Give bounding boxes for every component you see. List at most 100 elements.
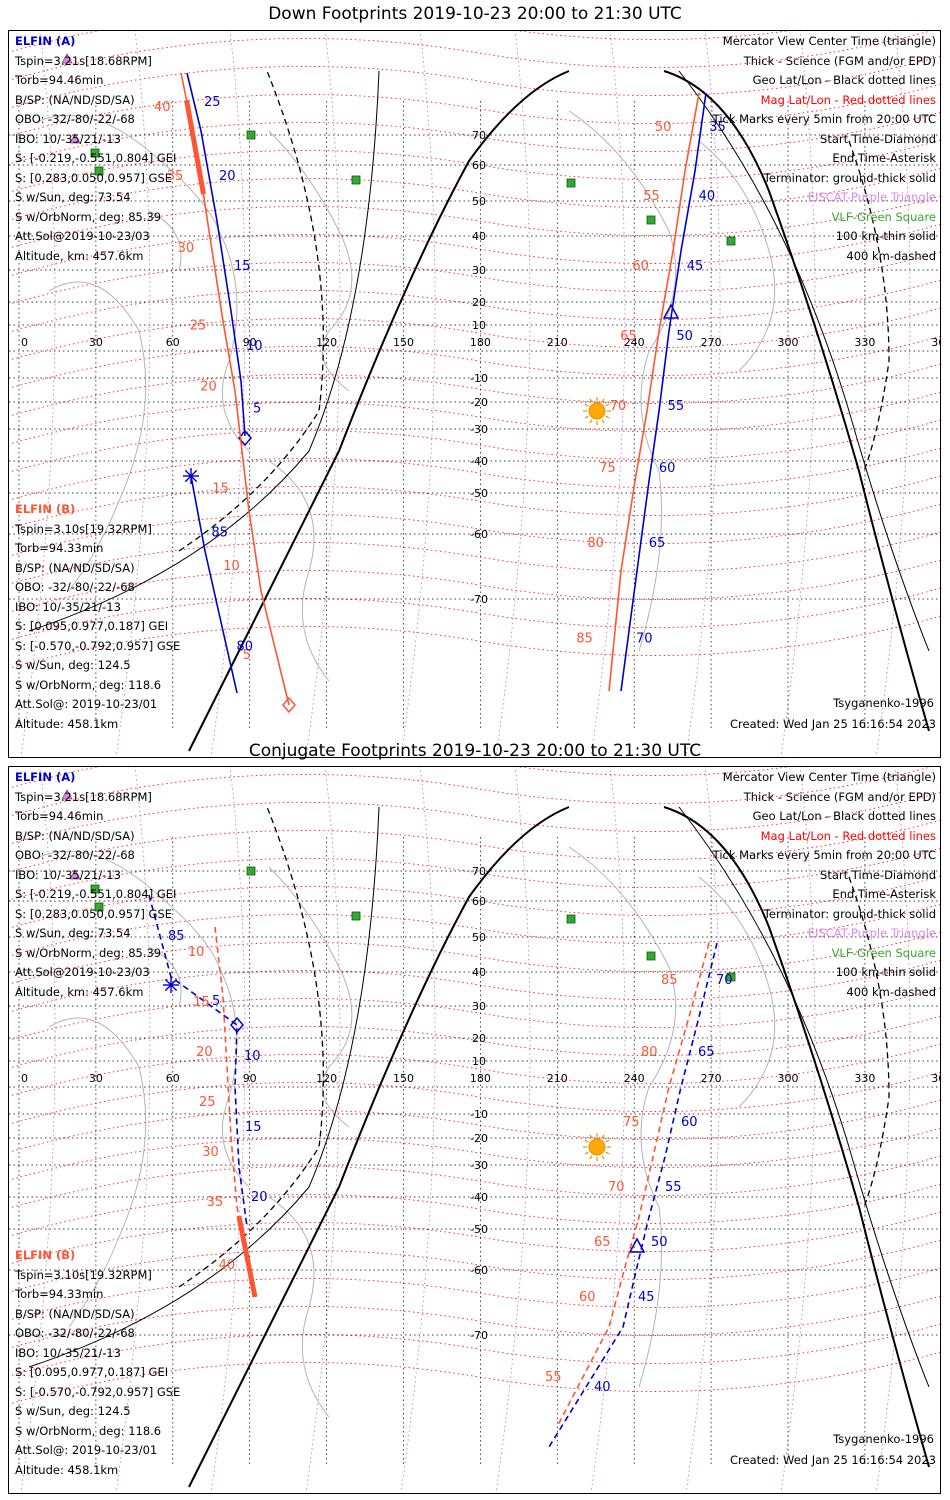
tick-mark-label: 10 (244, 1049, 261, 1064)
tick-mark-label: 65 (620, 329, 637, 344)
sun-ray (601, 1155, 605, 1160)
lat-tick-label: -70 (470, 1329, 488, 1342)
tick-mark-label: 5 (212, 994, 220, 1009)
tick-mark-label: 10 (246, 339, 263, 354)
sun-ray (601, 398, 605, 403)
lon-tick-label: 30 (89, 336, 103, 349)
sun-ray (605, 403, 610, 407)
sun-ray (584, 1151, 589, 1155)
vlf-station-icon (246, 866, 256, 876)
tick-mark-label: 25 (199, 1095, 216, 1110)
mag-lon-line (400, 31, 436, 757)
lon-tick-label: 270 (701, 336, 722, 349)
tick-mark-label: 80 (237, 640, 254, 655)
lat-tick-label: 70 (472, 865, 486, 878)
tick-mark-label: 60 (632, 259, 649, 274)
terminator-100km (28, 70, 380, 632)
eiscat-station-icon (69, 869, 81, 880)
legend-item: Mag Lat/Lon - Red dotted lines (760, 828, 936, 843)
lat-tick-label: -10 (470, 1108, 488, 1121)
mag-lat-line (9, 363, 940, 417)
map-canvas-conjugate: 0 30 60 90 120 150 180 210 240 270 300 330 360 70 60 50… (9, 767, 940, 1493)
vlf-station-icon (246, 130, 256, 140)
tick-mark-label: 55 (668, 399, 685, 414)
coastline (698, 140, 776, 372)
tick-mark-label: 40 (154, 100, 171, 115)
terminator-100km (678, 806, 930, 1388)
tick-mark-label: 70 (608, 1180, 625, 1195)
tick-mark-label: 50 (655, 120, 672, 135)
vlf-station-icon (726, 972, 736, 982)
legend-item: Tick Marks every 5min from 20:00 UTC (712, 112, 936, 126)
mag-lon-line (305, 31, 341, 757)
tick-mark-label: 25 (204, 95, 221, 110)
sun-icon (588, 1138, 606, 1156)
lon-tick-label: 360 (931, 336, 941, 349)
info-line: S: [-0.570,-0.792,0.957] GSE (15, 1384, 181, 1399)
elfin-a-track-east (548, 942, 718, 1448)
tick-mark-label: 70 (636, 632, 653, 647)
elfin-a-header: ELFIN (A) (15, 770, 76, 784)
lon-tick-label: 300 (778, 1072, 799, 1085)
tick-mark-label: 15 (245, 1120, 262, 1135)
info-line: Altitude, km: 457.6km (15, 984, 144, 999)
lat-tick-label: 30 (472, 1000, 486, 1013)
legend-item: End Time-Asterisk (832, 887, 936, 901)
created-label: Created: Wed Jan 25 16:16:54 2023 (729, 1453, 936, 1467)
info-line: Altitude: 458.1km (15, 1462, 119, 1477)
info-line: S: [0.095,0.977,0.187] GEI (15, 619, 169, 633)
sun-ray (584, 403, 589, 407)
info-line: OBO: -32/-80/-22/-68 (15, 580, 135, 594)
elfin-b-info-conjugate: ELFIN (B) Tspin=3.10s[19.32RPM] Torb=94.… (15, 1246, 180, 1480)
legend-item: VLF-Green Square (831, 209, 936, 224)
legend-item: Mag Lat/Lon - Red dotted lines (760, 92, 936, 107)
lat-tick-label: 50 (472, 195, 486, 208)
tick-mark-label: 75 (599, 461, 616, 476)
lon-tick-label: 270 (701, 1072, 722, 1085)
tick-mark-label: 65 (594, 1235, 611, 1250)
coastline (268, 130, 353, 392)
lon-tick-label: 150 (393, 1072, 414, 1085)
start-time-diamond-icon (230, 1016, 244, 1034)
mag-lon-line (495, 31, 531, 757)
tick-mark-label: 15 (193, 995, 210, 1010)
lon-tick-label: 330 (854, 1072, 875, 1085)
legend-item: End Time-Asterisk (832, 151, 936, 165)
info-line: Tspin=3.10s[19.32RPM] (15, 521, 152, 536)
terminator-ground (663, 806, 930, 1468)
lat-tick-label: -60 (470, 528, 488, 541)
tick-mark-label: 20 (196, 1045, 213, 1060)
elfin-a-info-down: ELFIN (A) Tspin=3.21s[18.68RPM] Torb=94.… (15, 32, 176, 266)
tick-mark-label: 5 (253, 402, 261, 417)
info-line: S: [-0.219,-0.551,0.804] GEI (15, 887, 177, 901)
tick-mark-label: 65 (698, 1045, 715, 1060)
info-line: B/SP: (NA/ND/SD/SA) (15, 828, 135, 843)
tick-mark-label: 15 (212, 482, 229, 497)
lat-tick-label: 20 (472, 296, 486, 309)
vlf-station-icon (566, 178, 576, 188)
lat-tick-label: 70 (472, 129, 486, 142)
coastline (268, 1196, 330, 1418)
mag-lon-line (875, 767, 911, 1493)
legend-item: VLF-Green Square (831, 945, 936, 960)
sun-ray (589, 1155, 593, 1160)
legend-item: 100 km-thin solid (835, 229, 936, 243)
lat-tick-label: -40 (470, 1191, 488, 1204)
elfin-b-header: ELFIN (B) (15, 502, 76, 516)
panel-title-down: Down Footprints 2019-10-23 20:00 to 21:3… (268, 4, 682, 24)
info-line: IBO: 10/-35/21/-13 (15, 1345, 121, 1360)
lat-tick-label: 10 (472, 319, 486, 332)
vlf-station-icon (351, 911, 361, 921)
model-label: Tsyganenko-1996 (833, 1432, 934, 1446)
mag-lon-line (20, 31, 56, 757)
info-line: Torb=94.46min (15, 73, 104, 87)
start-time-diamond-icon (282, 696, 296, 714)
tick-mark-label: 85 (168, 929, 185, 944)
info-line: Torb=94.33min (15, 1287, 104, 1301)
mag-lon-line (780, 767, 816, 1493)
coastline (148, 210, 182, 272)
info-line: S w/OrbNorm, deg: 85.39 (15, 945, 162, 960)
vlf-station-icon (90, 148, 100, 158)
info-line: Torb=94.33min (15, 541, 104, 555)
legend-item: Mercator View Center Time (triangle) (722, 770, 936, 784)
